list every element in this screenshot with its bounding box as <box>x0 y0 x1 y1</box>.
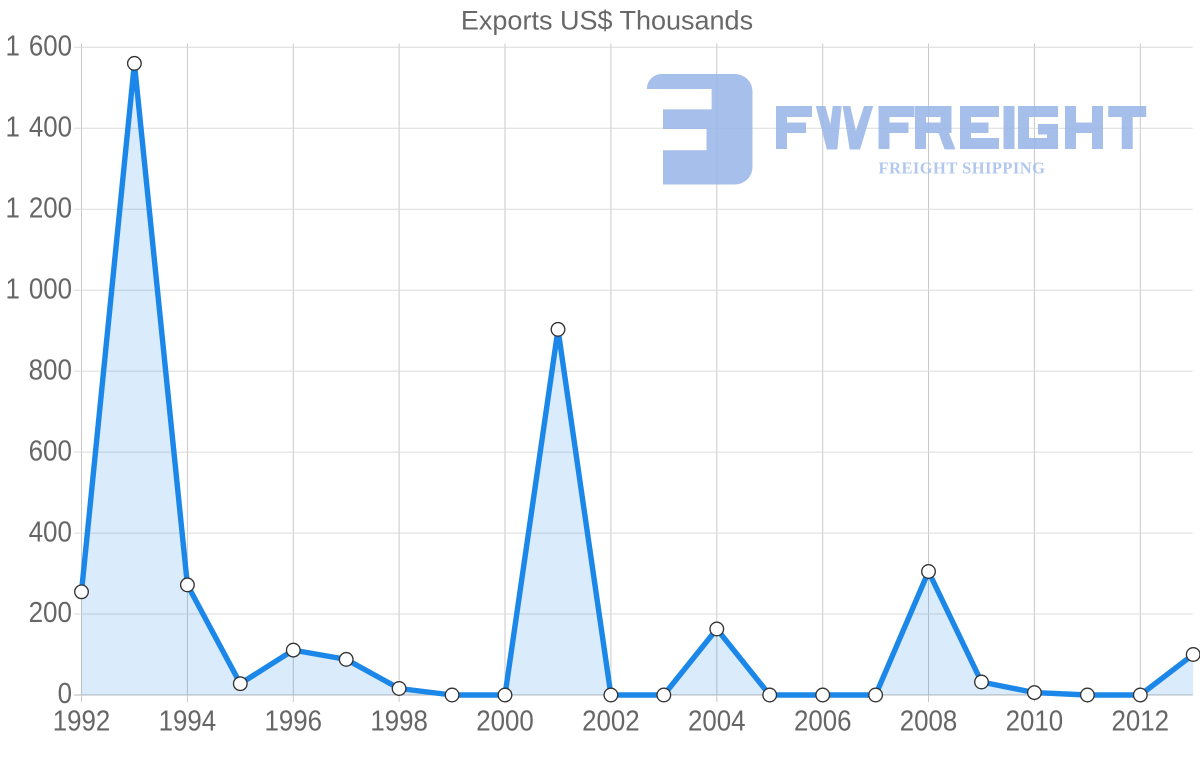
svg-text:2002: 2002 <box>582 705 640 737</box>
svg-text:200: 200 <box>29 597 72 629</box>
svg-text:1 400: 1 400 <box>6 111 73 143</box>
svg-text:1 000: 1 000 <box>6 273 73 305</box>
svg-text:2008: 2008 <box>900 705 958 737</box>
svg-text:2010: 2010 <box>1006 705 1064 737</box>
svg-text:1996: 1996 <box>265 705 323 737</box>
svg-text:400: 400 <box>29 516 72 548</box>
svg-text:1 200: 1 200 <box>6 192 73 224</box>
svg-text:Exports US$ Thousands: Exports US$ Thousands <box>461 6 753 36</box>
svg-text:2004: 2004 <box>688 705 746 737</box>
svg-text:2006: 2006 <box>794 705 852 737</box>
svg-text:800: 800 <box>29 354 72 386</box>
svg-text:2000: 2000 <box>476 705 534 737</box>
svg-text:1992: 1992 <box>53 705 111 737</box>
svg-text:1998: 1998 <box>370 705 428 737</box>
svg-text:600: 600 <box>29 435 72 467</box>
svg-text:1 600: 1 600 <box>6 30 73 62</box>
svg-text:2012: 2012 <box>1112 705 1170 737</box>
svg-text:0: 0 <box>58 678 72 710</box>
svg-text:1994: 1994 <box>159 705 217 737</box>
svg-text:FREIGHT SHIPPING: FREIGHT SHIPPING <box>879 159 1046 178</box>
